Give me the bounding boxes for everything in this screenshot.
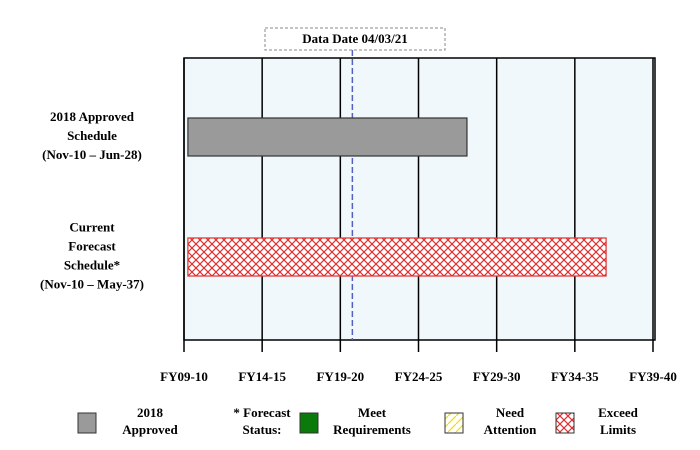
legend-label: Meet: [358, 405, 387, 420]
x-tick-label: FY09-10: [160, 369, 208, 384]
x-tick-label: FY14-15: [238, 369, 286, 384]
legend-label: * Forecast: [233, 405, 291, 420]
legend-label: Status:: [242, 422, 281, 437]
legend-label: Requirements: [333, 422, 411, 437]
data-date-label: Data Date 04/03/21: [302, 31, 407, 46]
legend-label: 2018: [137, 405, 164, 420]
legend-label: Attention: [484, 422, 537, 437]
category-label: Schedule: [67, 128, 117, 143]
data-date-box: [264, 27, 446, 51]
bar: [187, 117, 468, 157]
x-tick-label: FY34-35: [551, 369, 599, 384]
category-label: (Nov-10 – Jun-28): [42, 147, 142, 162]
category-label: Schedule*: [64, 257, 120, 272]
x-tick-label: FY24-25: [395, 369, 443, 384]
x-tick-label: FY39-40: [629, 369, 677, 384]
legend-label: Limits: [600, 422, 636, 437]
x-tick-label: FY29-30: [473, 369, 521, 384]
legend-swatch: [444, 412, 464, 434]
bar: [187, 237, 607, 277]
category-label: (Nov-10 – May-37): [40, 276, 144, 291]
plot-area: [183, 57, 656, 341]
legend-label: Approved: [122, 422, 178, 437]
category-label: 2018 Approved: [50, 109, 135, 124]
category-label: Forecast: [68, 238, 116, 253]
legend-swatch: [299, 412, 319, 434]
legend-swatch: [555, 412, 575, 434]
legend-swatch: [77, 412, 97, 434]
category-label: Current: [69, 219, 115, 234]
x-tick-label: FY19-20: [316, 369, 364, 384]
legend-label: Need: [496, 405, 525, 420]
legend-label: Exceed: [598, 405, 638, 420]
